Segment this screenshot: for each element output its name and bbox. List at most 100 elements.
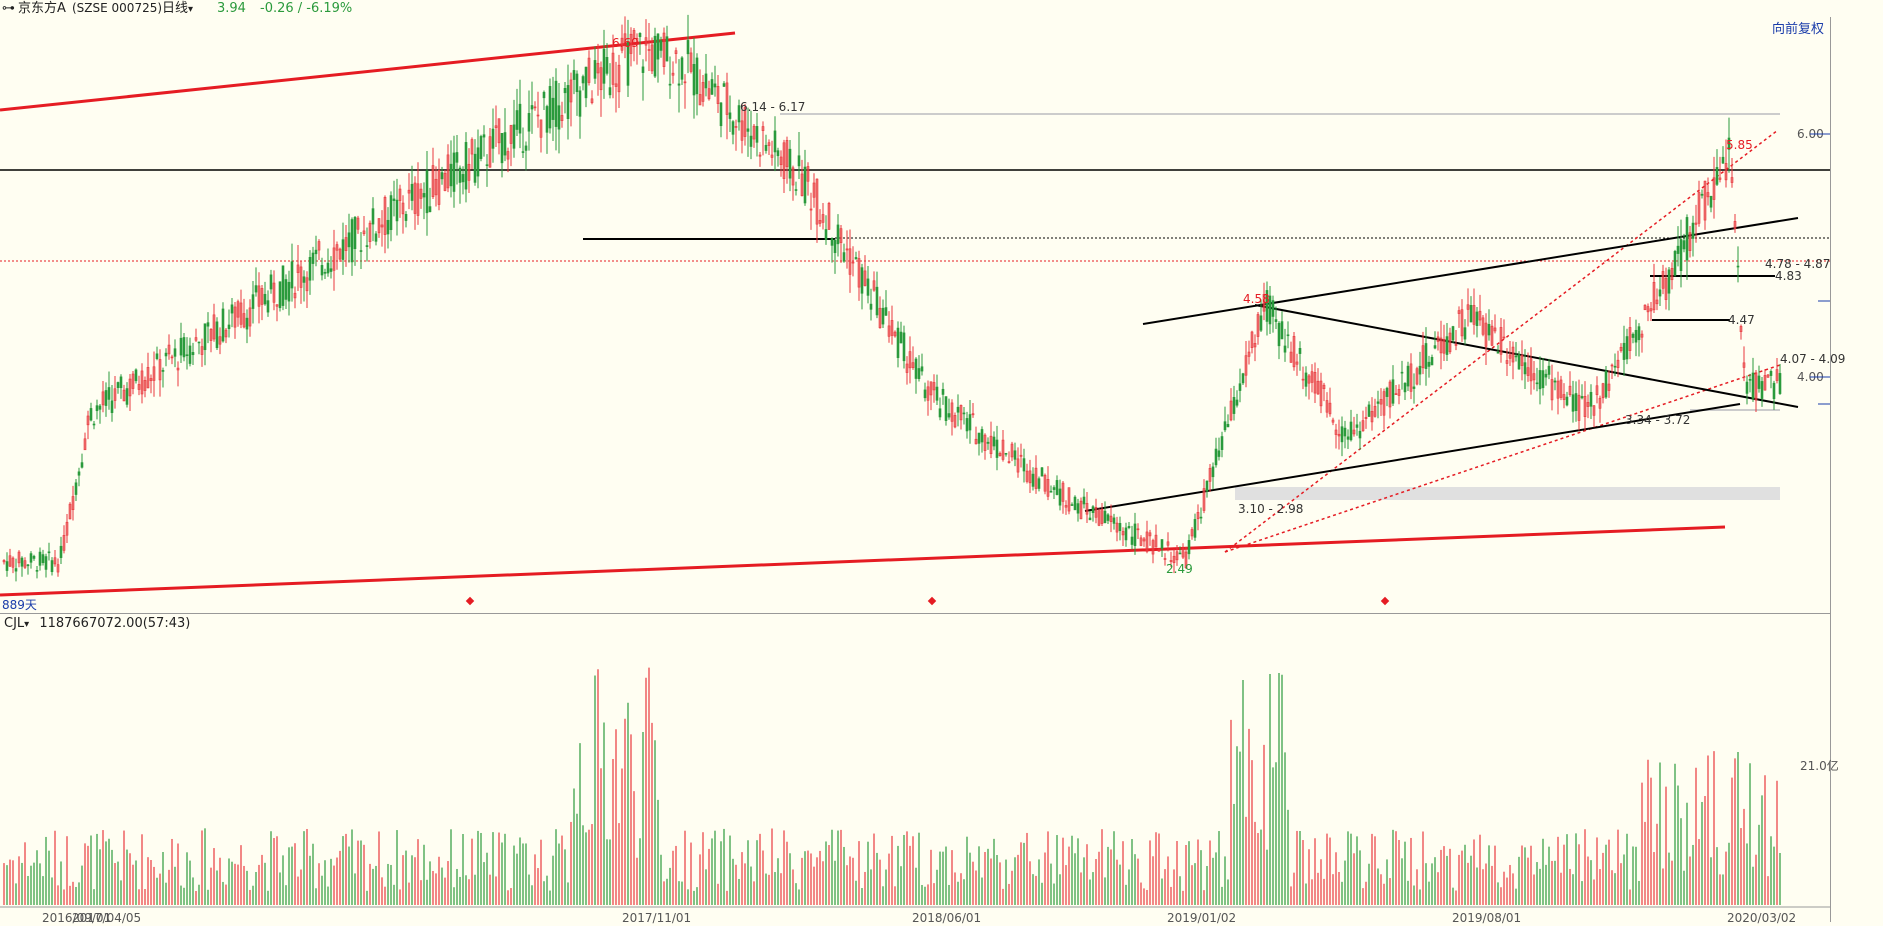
candle-body — [590, 98, 594, 104]
volume-indicator-label[interactable]: CJL — [4, 616, 25, 631]
candle-body — [803, 166, 807, 204]
candle-body — [179, 337, 183, 356]
candle-body — [65, 521, 69, 536]
candle-body — [143, 380, 147, 391]
candle-body — [455, 152, 459, 163]
price-annotation: 3.10 - 2.98 — [1238, 502, 1303, 516]
candle-body — [1730, 177, 1734, 183]
link-icon[interactable]: ⊶ — [2, 1, 15, 16]
trend-line-red — [0, 525, 1726, 597]
candle-body — [1310, 371, 1314, 383]
candle-body — [860, 267, 864, 294]
candle-body — [1469, 305, 1473, 323]
candle-body — [206, 322, 210, 327]
candle-body — [158, 359, 162, 381]
candle-body — [1367, 404, 1371, 417]
candle-body — [794, 189, 798, 191]
candle-body — [1760, 381, 1764, 399]
candle-body — [617, 64, 621, 93]
candle-body — [353, 216, 357, 250]
candle-body — [980, 429, 984, 443]
candle-body — [752, 125, 756, 140]
candle-body — [1544, 373, 1548, 378]
candle-body — [1706, 192, 1710, 198]
trend-line-black — [1254, 304, 1799, 408]
candle-body — [767, 142, 771, 146]
candle-body — [623, 33, 627, 45]
candle-body — [1559, 379, 1563, 398]
candle-body — [629, 33, 633, 54]
candle-body — [788, 148, 792, 179]
candle-body — [245, 317, 249, 330]
candle-body — [1745, 381, 1749, 394]
candle-body — [1541, 370, 1545, 389]
candle-body — [977, 432, 981, 444]
candle-body — [461, 174, 465, 183]
candle-body — [1628, 327, 1632, 351]
x-tick-label: 2019/01/02 — [1167, 911, 1236, 925]
candle-body — [1694, 222, 1698, 225]
candle-body — [278, 281, 282, 309]
candle-body — [1274, 319, 1278, 322]
candle-body — [1595, 385, 1599, 396]
candle-body — [47, 551, 51, 554]
candle-body — [1430, 357, 1434, 366]
price-panel[interactable] — [0, 17, 1830, 614]
candle-body — [1610, 364, 1614, 367]
candle-body — [329, 268, 333, 272]
candle-body — [1712, 177, 1716, 200]
candle-body — [815, 178, 819, 225]
period-selector[interactable]: 日线▾ — [162, 0, 193, 18]
candle-body — [470, 139, 474, 155]
candle-body — [29, 553, 33, 563]
candle-body — [1301, 378, 1305, 381]
candle-body — [485, 164, 489, 166]
candle-body — [674, 50, 678, 54]
candle-body — [176, 367, 180, 371]
candle-body — [1580, 396, 1584, 399]
candle-body — [1325, 400, 1329, 413]
candle-body — [1661, 271, 1665, 289]
candle-body — [1466, 304, 1470, 310]
candle-body — [605, 57, 609, 74]
candle-body — [764, 144, 768, 151]
candle-body — [1529, 358, 1533, 382]
candle-body — [77, 471, 81, 476]
candle-body — [920, 366, 924, 372]
candle-body — [1232, 397, 1236, 414]
adjust-mode-button[interactable]: 向前复权 — [1772, 22, 1825, 37]
candle-body — [1094, 506, 1098, 518]
candle-body — [287, 281, 291, 302]
candle-body — [101, 391, 105, 406]
candle-body — [1280, 321, 1284, 340]
candle-body — [1262, 293, 1266, 312]
candle-body — [740, 120, 744, 141]
candle-body — [950, 402, 954, 422]
candle-body — [1163, 558, 1167, 560]
candle-body — [704, 73, 708, 89]
candle-body — [1184, 551, 1188, 569]
candle-body — [1460, 309, 1464, 337]
candle-body — [404, 214, 408, 221]
candle-body — [1691, 222, 1695, 239]
candle-body — [1178, 552, 1182, 555]
candle-body — [107, 387, 111, 400]
candle-body — [929, 381, 933, 396]
candle-body — [410, 183, 414, 201]
candle-body — [1436, 336, 1440, 342]
candle-body — [1664, 277, 1668, 300]
candle-body — [302, 276, 306, 283]
candle-body — [332, 247, 336, 271]
candle-body — [1532, 373, 1536, 381]
candle-body — [1340, 426, 1344, 443]
candle-body — [812, 182, 816, 198]
candle-body — [1166, 541, 1170, 546]
candle-body — [1649, 308, 1653, 312]
candle-body — [50, 560, 54, 573]
candle-body — [1565, 396, 1569, 406]
candle-body — [260, 288, 264, 305]
candle-body — [1616, 359, 1620, 369]
candle-body — [710, 79, 714, 95]
candle-body — [401, 202, 405, 215]
